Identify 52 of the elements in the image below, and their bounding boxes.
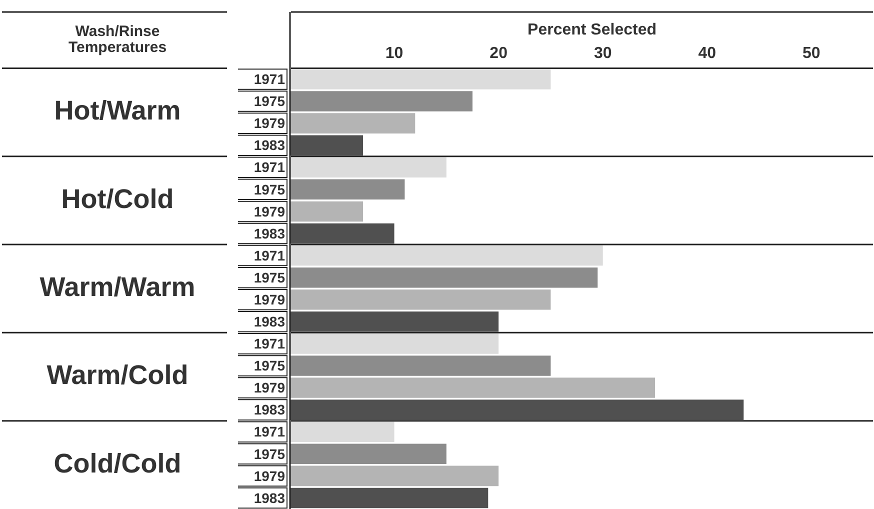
text: 1983 <box>254 314 285 330</box>
text: 1979 <box>254 380 285 396</box>
text: 1975 <box>254 269 285 286</box>
y-tick-label: Hot/Warm <box>54 96 181 126</box>
text: 1971 <box>254 336 285 352</box>
x-tick-label: 40 <box>698 45 716 62</box>
bar <box>290 356 551 376</box>
text: 1983 <box>254 402 285 418</box>
y-axis-title: Wash/Rinse Temperatures <box>68 23 167 56</box>
series-label: 1971 <box>254 71 286 88</box>
bar <box>290 113 416 134</box>
x-tick-label: 50 <box>802 45 820 62</box>
bar <box>290 400 744 420</box>
bar <box>290 466 499 486</box>
bar <box>290 422 394 442</box>
text: 1979 <box>254 468 285 484</box>
bar <box>290 69 551 90</box>
bar <box>290 488 488 508</box>
text: 1971 <box>254 159 285 176</box>
y-tick-label: Warm/Warm <box>40 272 196 302</box>
bar <box>290 157 446 178</box>
series-label: 1975 <box>254 93 286 110</box>
y-tick-label: Warm/Cold <box>46 360 188 390</box>
text: 1975 <box>254 446 285 462</box>
text: 1983 <box>254 225 285 242</box>
series-label: 1983 <box>254 137 286 154</box>
text: 1979 <box>254 291 285 308</box>
bar <box>290 267 598 288</box>
bar <box>290 334 499 354</box>
bar <box>290 312 499 332</box>
x-tick-label: 10 <box>385 45 404 62</box>
x-tick-label: 30 <box>594 45 612 62</box>
series-label: 1979 <box>254 115 286 132</box>
text: 1983 <box>254 490 285 506</box>
bar <box>290 135 363 156</box>
text: 1975 <box>254 181 285 198</box>
x-axis-title: Percent Selected <box>528 21 656 38</box>
text: 1979 <box>254 203 285 220</box>
y-tick-label: Cold/Cold <box>54 448 182 478</box>
text: 1971 <box>254 247 285 264</box>
bar <box>290 378 655 398</box>
bar <box>290 91 472 112</box>
bar <box>290 179 405 200</box>
text: 1975 <box>254 358 285 374</box>
bar <box>290 444 446 464</box>
y-tick-label: Hot/Cold <box>61 184 174 214</box>
bar <box>290 223 394 244</box>
text: 1971 <box>254 424 285 440</box>
x-tick-label: 20 <box>490 45 508 62</box>
bar <box>290 201 363 222</box>
bar <box>290 289 551 310</box>
bar <box>290 245 603 266</box>
